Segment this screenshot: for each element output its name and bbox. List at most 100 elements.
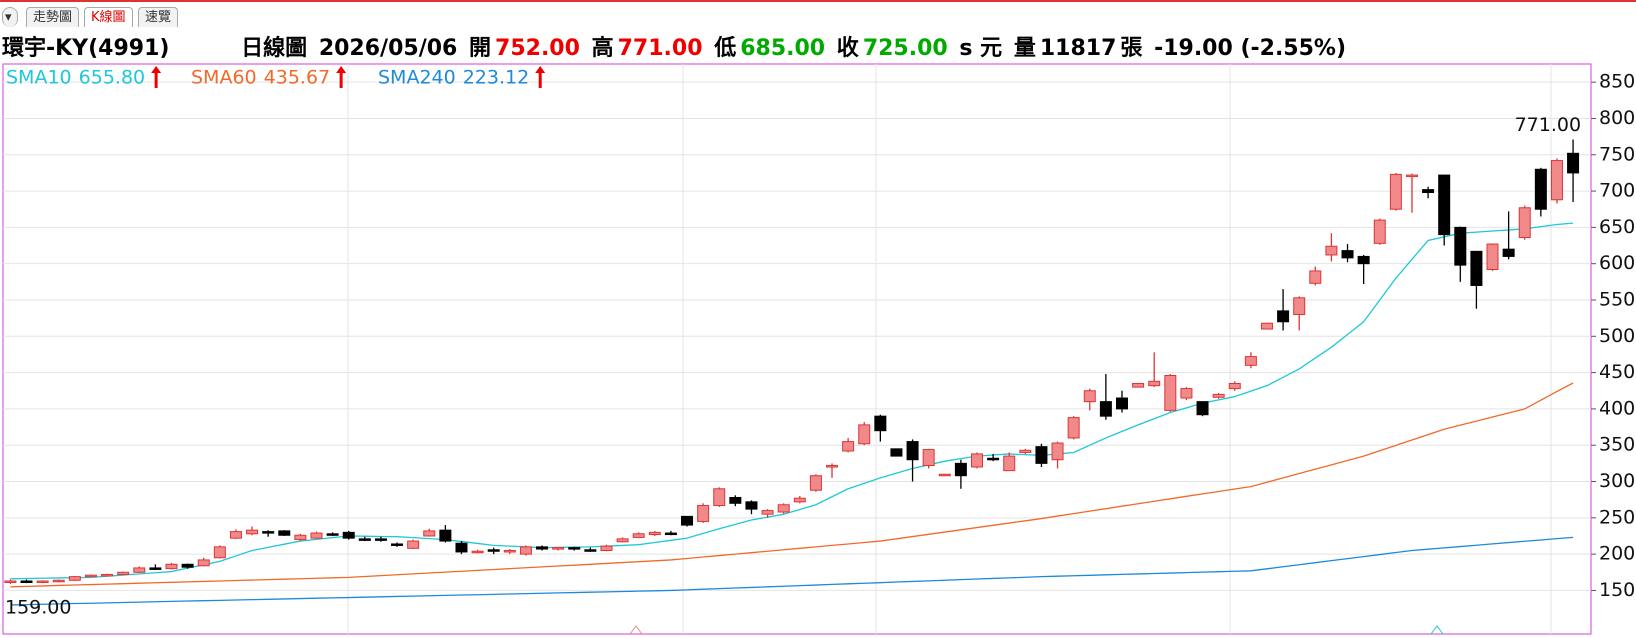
legend-value: 223.12	[463, 67, 529, 89]
candle-body	[1470, 250, 1483, 286]
candle-body	[616, 538, 629, 543]
candle-body	[729, 496, 742, 504]
candle-body	[1567, 152, 1580, 174]
candle-body	[938, 473, 951, 477]
candle-body	[954, 462, 967, 477]
candle-body	[1277, 310, 1290, 323]
candle-body	[1550, 160, 1563, 201]
candle-body	[133, 567, 146, 573]
candle-body	[84, 574, 97, 578]
max-label: 771.00	[1515, 114, 1581, 136]
candle-body	[1148, 380, 1161, 387]
tab[interactable]: K線圖	[84, 7, 133, 27]
candle-body	[632, 533, 645, 538]
y-tick-label: 250	[1599, 506, 1635, 528]
candle-body	[1518, 207, 1531, 239]
candle-body	[1244, 356, 1257, 366]
candle-body	[1454, 226, 1467, 266]
candle-body	[439, 529, 452, 542]
tab[interactable]: 速覽	[138, 7, 179, 27]
candle-body	[278, 530, 291, 536]
candle-body	[1325, 245, 1338, 256]
candle-body	[374, 538, 387, 541]
y-tick-label: 400	[1599, 397, 1635, 419]
candle-body	[1502, 248, 1515, 257]
candle-body	[745, 501, 758, 510]
candle-body	[922, 449, 935, 467]
date: 2026/05/06	[318, 36, 458, 61]
close: 725.00	[862, 36, 948, 61]
y-tick-label: 600	[1599, 252, 1635, 274]
candle-body	[117, 571, 130, 575]
candle-body	[536, 546, 549, 550]
candle-body	[423, 530, 436, 537]
label: 量	[1013, 36, 1036, 61]
candle-body	[1019, 449, 1032, 453]
candle-body	[1099, 401, 1112, 417]
candle-body	[101, 573, 114, 577]
sma-line	[10, 536, 1574, 606]
candle-body	[1067, 417, 1080, 439]
candle-body	[20, 580, 33, 583]
candle-body	[1309, 270, 1322, 284]
candle-body	[552, 547, 565, 550]
candle-body	[487, 549, 500, 552]
candle-body	[1389, 173, 1402, 210]
candle-body	[342, 531, 355, 539]
plot-frame	[2, 63, 1592, 635]
candle-body	[1132, 382, 1145, 388]
y-tick-label: 450	[1599, 361, 1635, 383]
tab-bar: ▾ 走勢圖 K線圖 速覽	[0, 0, 1636, 28]
candle-body	[1083, 390, 1096, 403]
candle-body	[181, 563, 194, 568]
candle-body	[697, 504, 710, 522]
y-tick-label: 650	[1599, 216, 1635, 238]
candle-body	[1164, 375, 1177, 411]
candle-body	[648, 531, 661, 536]
candle-body	[213, 546, 226, 559]
candle-body	[4, 580, 17, 583]
marker	[629, 625, 643, 635]
tab-menu[interactable]: ▾	[2, 7, 18, 27]
candle-body	[1228, 382, 1241, 390]
candle-body	[1212, 393, 1225, 398]
candle-body	[1003, 455, 1016, 472]
candle-body	[987, 457, 1000, 461]
candle-body	[761, 510, 774, 515]
candle-body	[455, 542, 468, 553]
legend-value: 435.67	[264, 67, 330, 89]
y-tick-label: 150	[1599, 579, 1635, 601]
candle-body	[326, 533, 339, 536]
candle-body	[149, 567, 162, 570]
y-tick-label: 300	[1599, 470, 1635, 492]
y-tick-label: 750	[1599, 143, 1635, 165]
y-tick-label: 500	[1599, 325, 1635, 347]
candle-body	[503, 549, 516, 553]
candle-body	[1357, 255, 1370, 265]
open: 752.00	[495, 36, 580, 61]
candle-body	[1196, 401, 1209, 416]
candle-body	[842, 441, 855, 452]
candle-body	[358, 538, 371, 541]
candle-body	[197, 559, 210, 567]
legend-value: 655.80	[79, 67, 145, 89]
candle-body	[568, 547, 581, 550]
label: 低	[714, 36, 737, 61]
candle-body	[664, 532, 677, 536]
legend-arrow	[336, 66, 347, 88]
y-tick-label: 700	[1599, 180, 1635, 202]
candle-body	[1373, 219, 1386, 244]
legend-name: SMA10	[6, 67, 72, 89]
label: 開	[469, 36, 492, 61]
marker	[1430, 625, 1444, 635]
candle-body	[165, 563, 178, 570]
y-tick-label: 800	[1599, 107, 1635, 129]
sma-line	[10, 222, 1574, 580]
y-tick-label: 850	[1599, 71, 1635, 93]
tab[interactable]: 走勢圖	[26, 7, 80, 27]
low: 685.00	[740, 36, 826, 61]
candle-body	[1180, 388, 1193, 399]
candle-body	[229, 531, 242, 539]
candle-body	[1260, 322, 1273, 330]
